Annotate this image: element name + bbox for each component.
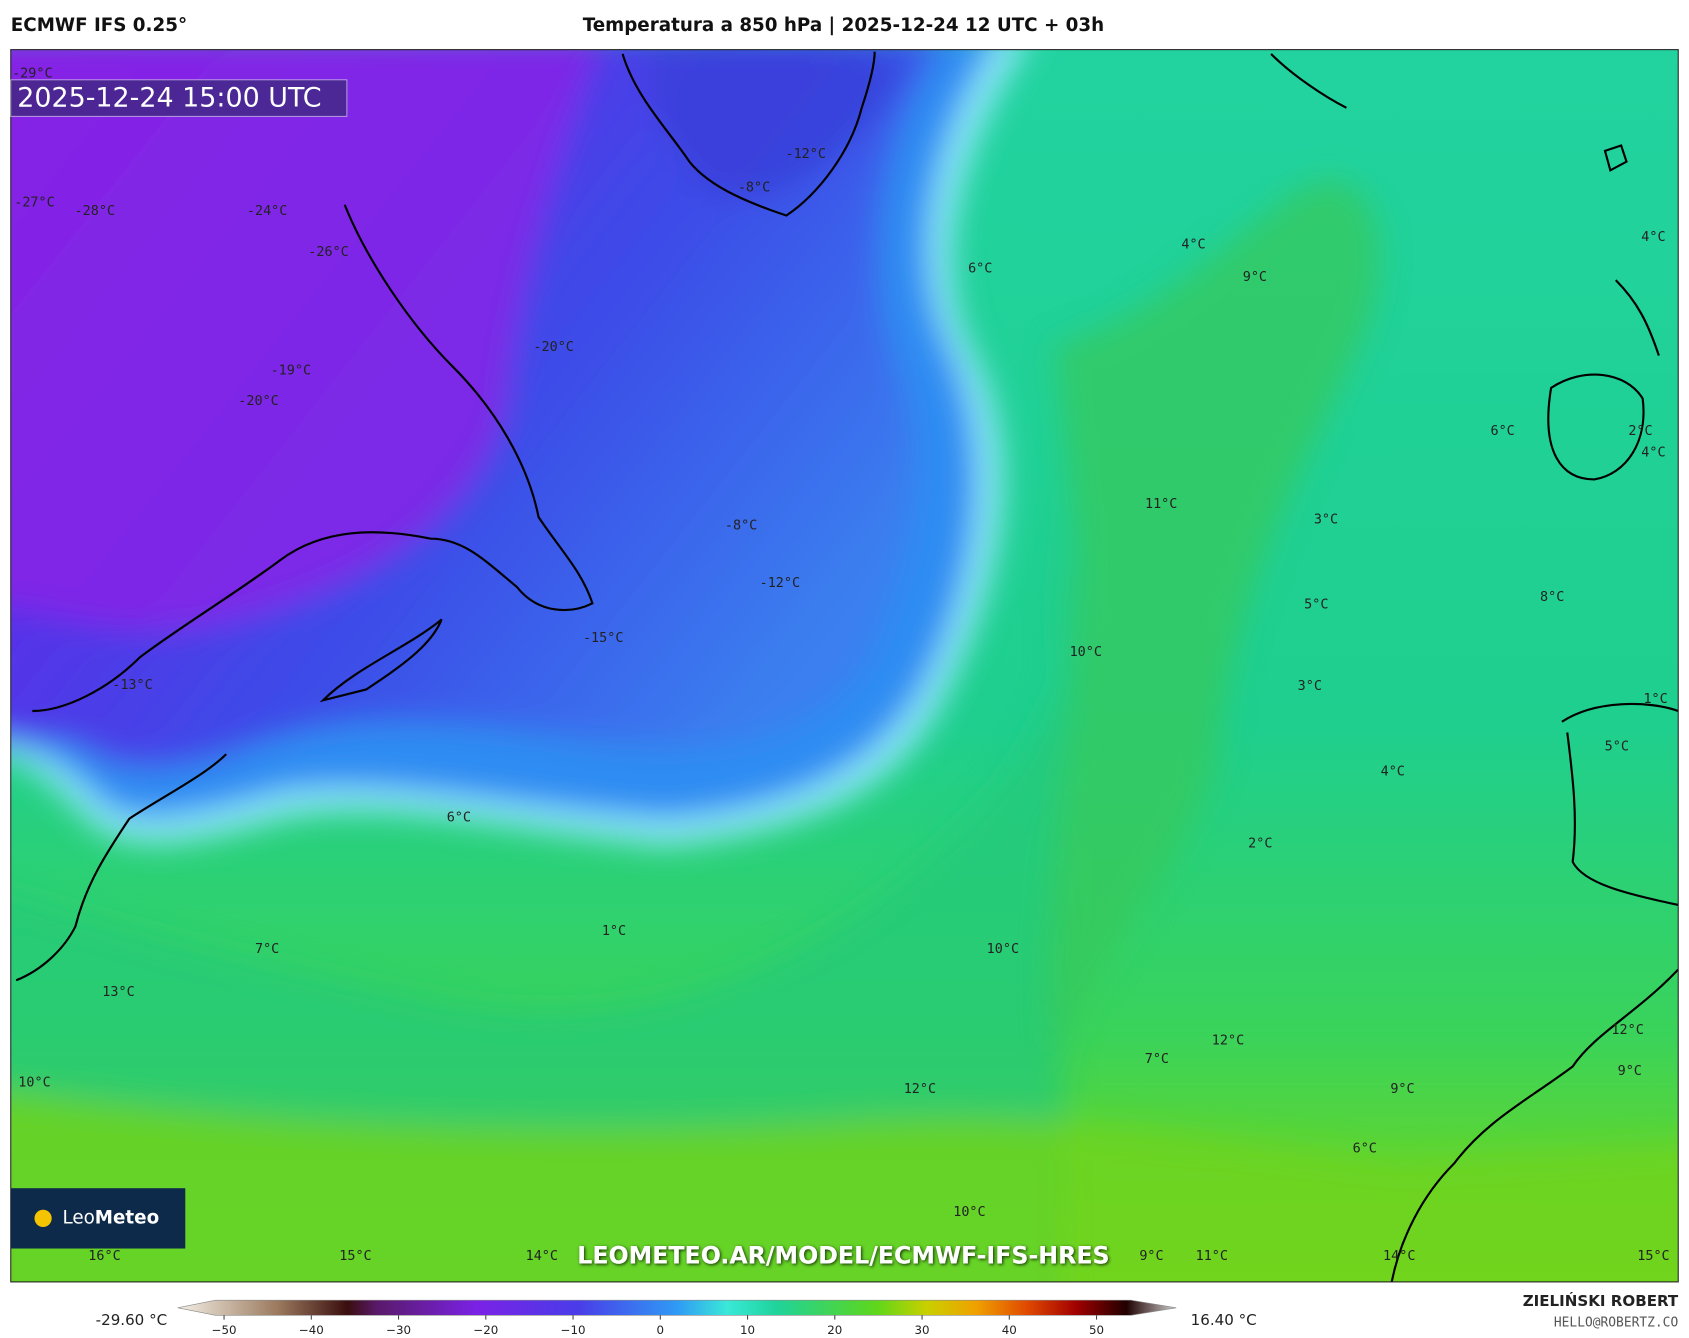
ireland: [1547, 373, 1645, 481]
iberia: [1561, 702, 1679, 906]
temperature-label: 12°C: [1611, 1023, 1643, 1038]
map: -29°C -27°C -28°C -24°C -26°C -20°C -19°C -20°C…: [10, 49, 1679, 1282]
temperature-label: 1°C: [602, 924, 626, 939]
colorbar-tick-label: −20: [473, 1323, 498, 1337]
temperature-label: -19°C: [271, 364, 312, 379]
temperature-label: 7°C: [1145, 1052, 1169, 1067]
temperature-label: 6°C: [1490, 424, 1514, 439]
temperature-label: 1°C: [1643, 692, 1667, 707]
greenland-coast: [621, 51, 876, 217]
temperature-label: -20°C: [238, 394, 279, 409]
temperature-label: 2°C: [1248, 837, 1272, 852]
colorbar-tick-label: −40: [299, 1323, 324, 1337]
colorbar: -29.60 °C 16.40 °C −50 −40 −30 −20 −10 0 10 20 3…: [96, 1299, 1257, 1337]
temperature-label: 10°C: [953, 1205, 985, 1220]
temperature-label: 4°C: [1181, 238, 1205, 253]
temperature-label: 10°C: [18, 1076, 50, 1091]
temperature-label: 6°C: [447, 811, 471, 826]
temperature-label: 9°C: [1243, 270, 1267, 285]
colorbar-tick-label: 40: [1002, 1323, 1017, 1337]
temperature-label: -13°C: [112, 678, 153, 693]
temperature-label: 3°C: [1314, 512, 1338, 527]
temperature-label: 5°C: [1304, 597, 1328, 612]
north-america-coast: [32, 204, 594, 713]
temperature-label: -12°C: [785, 147, 826, 162]
model-title: ECMWF IFS 0.25°: [11, 15, 187, 36]
temperature-label: -8°C: [725, 519, 757, 534]
nova-scotia: [319, 618, 443, 703]
temperature-label: 5°C: [1605, 740, 1629, 755]
temperature-label: 11°C: [1145, 497, 1177, 512]
temperature-label: -24°C: [247, 204, 288, 219]
watermark-url: LEOMETEO.AR/MODEL/ECMWF-IFS-HRES: [577, 1242, 1109, 1270]
timestamp: 2025-12-24 15:00 UTC: [17, 83, 321, 114]
colorbar-tick-label: 50: [1089, 1323, 1104, 1337]
temperature-label: -28°C: [75, 204, 116, 219]
temperature-label: 11°C: [1196, 1249, 1228, 1264]
temperature-label: 12°C: [904, 1082, 936, 1097]
temperature-label: 12°C: [1212, 1034, 1244, 1049]
temperature-label: 13°C: [102, 985, 134, 1000]
us-east-coast: [15, 753, 227, 982]
temperature-label: 6°C: [968, 261, 992, 276]
temperature-label: -27°C: [14, 196, 55, 211]
temperature-label: 14°C: [526, 1249, 558, 1264]
colorbar-ticks: −50 −40 −30 −20 −10 0 10 20 30 40 50: [212, 1315, 1104, 1337]
temperature-label: 4°C: [1641, 230, 1665, 245]
coastlines: [15, 51, 1679, 1282]
timestamp-box: [10, 79, 348, 117]
temperature-label: 15°C: [339, 1249, 371, 1264]
colorbar-max: 16.40 °C: [1191, 1311, 1257, 1329]
logo-sun: [34, 1209, 52, 1227]
temperature-field: [10, 49, 1679, 1282]
logo: LeoMeteo: [10, 1188, 186, 1249]
colorbar-tick-label: −30: [386, 1323, 411, 1337]
temperature-label: 16°C: [88, 1249, 120, 1264]
chart-title: Temperatura a 850 hPa | 2025-12-24 12 UT…: [583, 15, 1104, 36]
colorbar-tick-label: −10: [561, 1323, 586, 1337]
temperature-label: 9°C: [1618, 1064, 1642, 1079]
temperature-label: 4°C: [1641, 445, 1665, 460]
colorbar-tick-label: 20: [827, 1323, 842, 1337]
temperature-label: 9°C: [1139, 1249, 1163, 1264]
logo-bold: Meteo: [95, 1207, 159, 1228]
temperature-label: -8°C: [738, 181, 770, 196]
colorbar-scale: [177, 1299, 1177, 1316]
colorbar-min: -29.60 °C: [96, 1311, 167, 1329]
colorbar-tick-label: −50: [212, 1323, 237, 1337]
logo-text: LeoMeteo: [62, 1207, 159, 1228]
temperature-label: -15°C: [583, 631, 624, 646]
temperature-labels: -29°C -27°C -28°C -24°C -26°C -20°C -19°C -20°C…: [12, 66, 1670, 1264]
temperature-label: -20°C: [533, 340, 574, 355]
temperature-label: -26°C: [308, 245, 349, 260]
map-frame: [10, 49, 1679, 1283]
temperature-label: 10°C: [1070, 645, 1102, 660]
temperature-label: 8°C: [1540, 590, 1564, 605]
colorbar-tick-label: 10: [740, 1323, 755, 1337]
temperature-label: 15°C: [1637, 1249, 1669, 1264]
colorbar-tick-label: 0: [657, 1323, 665, 1337]
temperature-label: 10°C: [987, 942, 1019, 957]
temperature-label: 7°C: [255, 942, 279, 957]
africa-coast: [1390, 968, 1679, 1282]
temperature-label: 3°C: [1298, 679, 1322, 694]
author-name: ZIELIŃSKI ROBERT: [1523, 1291, 1679, 1310]
temperature-label: 4°C: [1381, 764, 1405, 779]
temperature-label: -29°C: [12, 66, 53, 81]
author-email: HELLO@ROBERTZ.CO: [1554, 1315, 1679, 1330]
north-coasts: [1270, 53, 1660, 356]
colorbar-tick-label: 30: [915, 1323, 930, 1337]
temperature-label: 14°C: [1383, 1249, 1415, 1264]
temperature-label: 6°C: [1353, 1141, 1377, 1156]
temperature-label: 9°C: [1390, 1082, 1414, 1097]
temperature-label: 2°C: [1628, 424, 1652, 439]
logo-light: Leo: [62, 1207, 94, 1228]
temperature-label: -12°C: [760, 576, 801, 591]
